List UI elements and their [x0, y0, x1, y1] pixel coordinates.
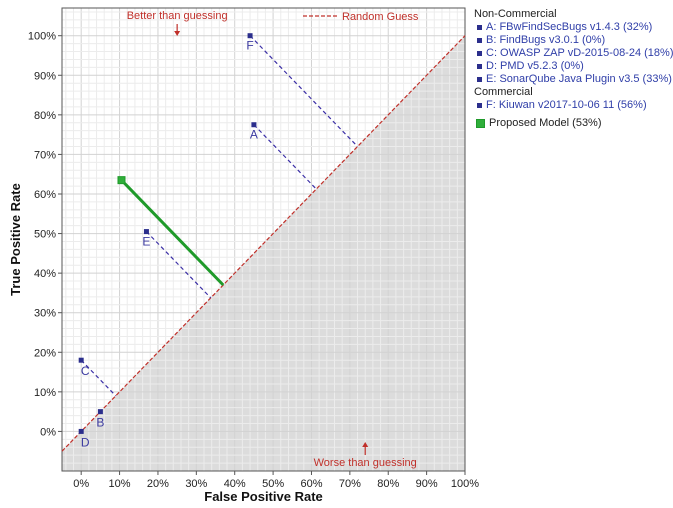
point-a: [251, 122, 257, 128]
x-tick-label: 100%: [451, 478, 479, 490]
point-label-c: C: [81, 364, 90, 378]
better-arrow-head: [174, 31, 181, 36]
legend-group-title: Non-Commercial: [474, 8, 557, 20]
legend-label: E: SonarQube Java Plugin v3.5 (33%): [486, 73, 672, 85]
x-axis-label: False Positive Rate: [204, 489, 323, 504]
legend-label: B: FindBugs v3.0.1 (0%): [486, 34, 606, 46]
y-axis-label: True Positive Rate: [8, 183, 23, 296]
legend-item-f: F: Kiuwan v2017-10-06 11 (56%): [474, 99, 673, 112]
point-c: [78, 357, 84, 363]
x-tick-label: 10%: [109, 478, 131, 490]
chart-legend: Non-Commercial A: FBwFindSecBugs v1.4.3 …: [474, 8, 673, 130]
point-label-d: D: [81, 435, 90, 449]
point-label-e: E: [142, 235, 150, 249]
point-label-f: F: [246, 39, 253, 53]
legend-swatch: [477, 77, 482, 82]
legend-label: D: PMD v5.2.3 (0%): [486, 60, 584, 72]
point-d: [78, 428, 84, 434]
distance-line-a: [253, 124, 317, 190]
legend-item-e: E: SonarQube Java Plugin v3.5 (33%): [474, 73, 673, 86]
legend-label-model: Proposed Model (53%): [489, 117, 602, 129]
x-tick-label: 70%: [339, 478, 361, 490]
x-tick-label: 60%: [300, 478, 322, 490]
random-guess-line: [61, 35, 466, 452]
legend-swatch: [477, 51, 482, 56]
legend-group-title: Commercial: [474, 86, 533, 98]
point-e: [143, 229, 149, 235]
worse-region: [62, 35, 465, 471]
legend-label: A: FBwFindSecBugs v1.4.3 (32%): [486, 21, 653, 33]
x-tick-label: 30%: [185, 478, 207, 490]
legend-label: C: OWASP ZAP vD-2015-08-24 (18%): [486, 47, 673, 59]
x-tick-label: 0%: [73, 478, 89, 490]
legend-swatch: [477, 38, 482, 43]
legend-item-a: A: FBwFindSecBugs v1.4.3 (32%): [474, 21, 673, 34]
distance-line-c: [80, 359, 117, 397]
legend-swatch: [477, 64, 482, 69]
y-tick-label: 40%: [34, 268, 56, 280]
y-tick-label: 70%: [34, 149, 56, 161]
point-label-b: B: [96, 416, 104, 430]
distance-line-e: [146, 231, 212, 299]
legend-label: F: Kiuwan v2017-10-06 11 (56%): [486, 99, 647, 111]
y-tick-label: 0%: [40, 426, 56, 438]
model-point: [117, 176, 126, 185]
model-distance-line: [120, 179, 225, 287]
better-than-guessing-label: Better than guessing: [127, 10, 228, 22]
legend-item-b: B: FindBugs v3.0.1 (0%): [474, 34, 673, 47]
x-tick-label: 80%: [377, 478, 399, 490]
y-tick-label: 90%: [34, 70, 56, 82]
distance-line-f: [249, 35, 358, 147]
legend-item-c: C: OWASP ZAP vD-2015-08-24 (18%): [474, 47, 673, 60]
point-f: [247, 33, 253, 39]
x-tick-label: 90%: [416, 478, 438, 490]
random-guess-legend-label: Random Guess: [342, 11, 419, 23]
x-tick-label: 20%: [147, 478, 169, 490]
y-tick-label: 10%: [34, 387, 56, 399]
y-tick-label: 30%: [34, 308, 56, 320]
plot-frame: [61, 7, 466, 472]
legend-swatch: [477, 25, 482, 30]
y-tick-label: 20%: [34, 347, 56, 359]
point-label-a: A: [250, 128, 258, 142]
worse-than-guessing-label: Worse than guessing: [314, 457, 417, 469]
y-tick-label: 100%: [28, 31, 56, 43]
legend-item-d: D: PMD v5.2.3 (0%): [474, 60, 673, 73]
y-tick-label: 80%: [34, 110, 56, 122]
point-b: [97, 409, 103, 415]
legend-swatch-model: [476, 119, 485, 128]
y-tick-label: 60%: [34, 189, 56, 201]
legend-swatch: [477, 103, 482, 108]
legend-item-proposed-model: Proposed Model (53%): [474, 117, 673, 130]
worse-arrow-head: [362, 442, 369, 447]
x-tick-label: 50%: [262, 478, 284, 490]
x-tick-label: 40%: [224, 478, 246, 490]
y-tick-label: 50%: [34, 229, 56, 241]
